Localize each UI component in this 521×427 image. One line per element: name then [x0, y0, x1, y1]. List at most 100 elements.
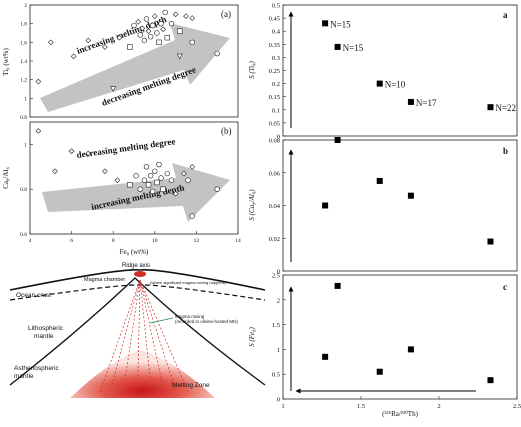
data-point — [181, 170, 187, 177]
data-point — [160, 186, 166, 192]
xtick-label: 4 — [29, 238, 32, 244]
data-point — [85, 150, 92, 157]
xtick-label: 2 — [437, 403, 440, 410]
ytick-label: 1 — [277, 347, 280, 354]
data-point — [172, 190, 179, 197]
data-point — [47, 39, 54, 46]
data-point — [154, 179, 160, 186]
mixing-pointer — [149, 317, 174, 324]
ytick-label: 0 — [277, 134, 280, 141]
xtick-label: 1.5 — [357, 403, 365, 410]
data-point — [189, 213, 195, 219]
data-point — [189, 163, 196, 170]
data-point — [137, 32, 143, 38]
magma-mixing-label: Magma mixing (recorded in olivine-hosted… — [175, 314, 239, 324]
arrow-band-a — [40, 23, 230, 112]
xticks-s-fe8: 1 1.5 2 2.5 — [281, 396, 521, 410]
ytick-label: 0.5 — [272, 3, 280, 10]
yticks-s-fe8: 0 0.5 1 1.5 2 2.5 — [272, 273, 286, 404]
xtick-label: 14 — [235, 238, 241, 244]
ytick-label: 0.2 — [272, 81, 280, 88]
points-a — [35, 9, 220, 93]
ytick-label: 0.8 — [20, 187, 27, 193]
xticks-b: 4 6 8 10 12 14 — [29, 231, 241, 244]
yticks-s-ti8: 0 0.05 0.1 0.15 0.2 0.25 0.3 0.35 0.4 0.45 0.5 — [269, 3, 286, 141]
panel-s-caal: b 0 0.02 0.04 0.06 0.08 S (Ca₈/Al₈) — [248, 137, 518, 276]
xtick-label: 8 — [112, 238, 115, 244]
lithospheric-mantle-label: Lithospheric mantle — [28, 325, 65, 340]
ylabel-caal: Ca₈/Al₈ — [2, 167, 10, 189]
melt-path — [139, 279, 176, 389]
panel-label-b-right: b — [503, 146, 508, 156]
data-point — [35, 128, 42, 134]
data-point — [147, 173, 154, 179]
data-point — [334, 137, 341, 143]
data-point — [156, 39, 162, 46]
point-label: N=10 — [385, 80, 406, 90]
data-point — [407, 346, 414, 353]
ytick-label: 2 — [277, 297, 280, 304]
data-point — [131, 22, 137, 29]
data-point — [139, 25, 146, 32]
data-point — [214, 186, 220, 192]
ytick-label: 2.5 — [272, 273, 280, 280]
data-point — [154, 30, 160, 36]
lith-line2: mantle — [34, 333, 54, 340]
melt-path — [124, 279, 141, 381]
points-s-caal — [322, 137, 494, 245]
xtick-label: 1 — [281, 403, 284, 410]
melt-path — [137, 279, 141, 377]
panel-b-caal-vs-fe8: decreasing melting degree increasing mel… — [2, 121, 241, 256]
data-point — [158, 175, 164, 181]
asth-line2: mantle — [14, 373, 34, 380]
data-point — [164, 34, 170, 41]
ytick-label: 2 — [24, 3, 27, 9]
data-point — [110, 86, 117, 93]
ytick-label: 1.6 — [20, 40, 27, 46]
data-point — [183, 13, 189, 20]
ytick-label: 0.4 — [272, 29, 281, 36]
panel-s-ti8: a N=15 N=15 N=10 N=17 N=22 0 0.05 0.1 0.15 0.2 0.… — [248, 3, 518, 141]
points-s-fe8 — [322, 282, 494, 384]
data-point — [114, 177, 121, 184]
data-point — [376, 177, 383, 184]
data-point — [160, 26, 166, 33]
ytick-label: 0.04 — [269, 203, 281, 210]
data-point — [322, 353, 329, 360]
xlabel-ra-th: (²²⁶Ra/²³⁰Th) — [382, 410, 418, 418]
data-point — [189, 39, 195, 46]
panel-label-a-left: (a) — [221, 9, 231, 19]
data-point — [102, 168, 108, 175]
asthenospheric-mantle-label: Asthenospheric mantle — [14, 365, 61, 380]
data-point — [334, 43, 341, 50]
points-b — [35, 128, 220, 219]
xtick-label: 6 — [70, 238, 73, 244]
data-point — [176, 53, 183, 60]
xtick-label: 2.5 — [513, 403, 521, 410]
ytick-label: 0.6 — [20, 232, 27, 238]
ocean-crust-label: Ocean crust — [16, 292, 51, 299]
crust-moho-line — [9, 284, 266, 301]
data-point — [322, 202, 329, 209]
point-label: N=22 — [495, 103, 516, 113]
ytick-label: 0.25 — [269, 68, 280, 75]
mix-line1: Magma mixing — [175, 314, 205, 319]
panel-a-ti8-vs-fe8: increasing melting depth decreasing melt… — [2, 3, 239, 121]
data-point — [164, 170, 170, 177]
data-point — [127, 44, 133, 50]
data-point — [147, 34, 154, 40]
data-point — [376, 368, 383, 375]
data-point — [168, 177, 175, 183]
panel-label-c-right: c — [503, 282, 507, 292]
ylabel-s-fe8: S (Fe₈) — [248, 326, 256, 346]
data-point — [150, 22, 156, 29]
ridge-diagram: Ridge axis Ocean crust Magma chamber (wh… — [9, 263, 266, 398]
data-point — [487, 238, 494, 245]
ytick-label: 0.08 — [269, 138, 280, 145]
points-s-ti8: N=15 N=15 N=10 N=17 N=22 — [322, 19, 516, 113]
ylabel-s-ti8: S (Ti₈) — [248, 60, 256, 78]
point-label: N=15 — [330, 19, 351, 29]
data-point — [70, 53, 77, 60]
data-point — [158, 20, 164, 27]
